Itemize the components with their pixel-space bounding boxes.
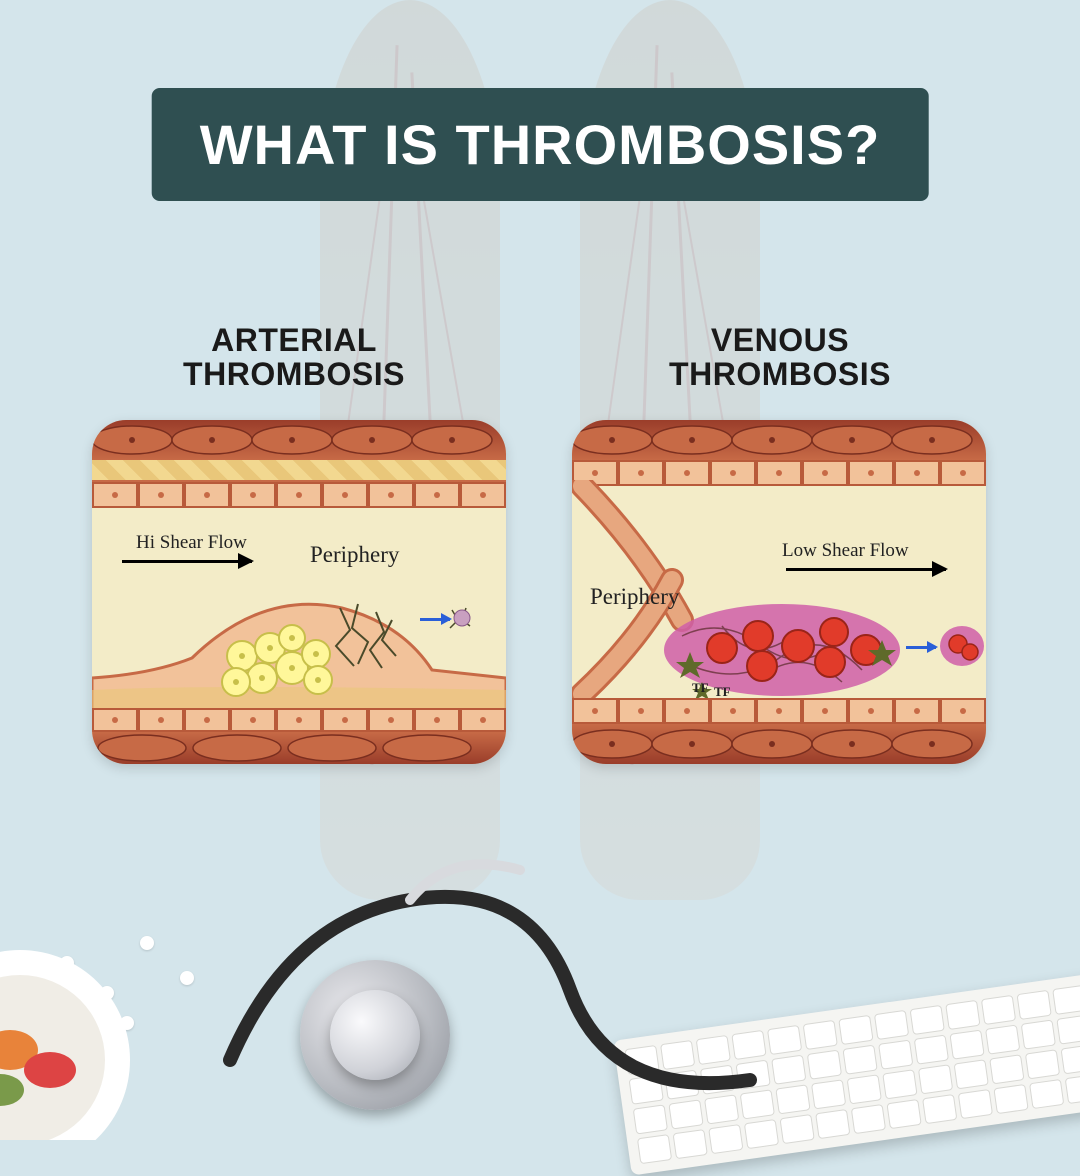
venous-flow-arrow (786, 568, 946, 571)
page-title: WHAT IS THROMBOSIS? (152, 88, 929, 201)
arterial-embolus-arrow (420, 618, 450, 621)
venous-flow-label: Low Shear Flow (782, 540, 909, 562)
arterial-flow-label: Hi Shear Flow (136, 532, 247, 554)
arterial-periphery-label: Periphery (310, 542, 399, 568)
venous-top-wall-cells (572, 423, 986, 457)
arterial-bottom-endothelium (92, 708, 506, 732)
arterial-plaque (92, 578, 506, 718)
venous-bottom-wall-cells (572, 727, 986, 761)
arterial-top-wall-cells (92, 423, 506, 457)
arterial-heading-line2: THROMBOSIS (183, 356, 405, 392)
arterial-top-endothelium (92, 482, 506, 508)
arterial-bottom-wall-cells (92, 732, 506, 764)
pill-prop (180, 971, 194, 985)
venous-embolus-arrow (906, 646, 936, 649)
venous-tf-label-1: TF (692, 680, 709, 696)
bowl-prop (0, 940, 140, 1140)
pill-prop (140, 936, 154, 950)
arterial-flow-arrow (122, 560, 252, 563)
venous-panel: Periphery Low Shear Flow TF TF (572, 420, 986, 764)
venous-heading-line2: THROMBOSIS (669, 356, 891, 392)
arterial-heading: ARTERIAL THROMBOSIS (164, 324, 424, 391)
venous-bottom-endothelium (572, 698, 986, 724)
arterial-top-plaque-layer (92, 460, 506, 482)
stethoscope-head-inner (330, 990, 420, 1080)
arterial-heading-line1: ARTERIAL (211, 322, 377, 358)
venous-heading: VENOUS THROMBOSIS (640, 324, 920, 391)
arterial-panel: Hi Shear Flow Periphery (92, 420, 506, 764)
venous-heading-line1: VENOUS (711, 322, 849, 358)
stethoscope-prop (210, 840, 770, 1100)
